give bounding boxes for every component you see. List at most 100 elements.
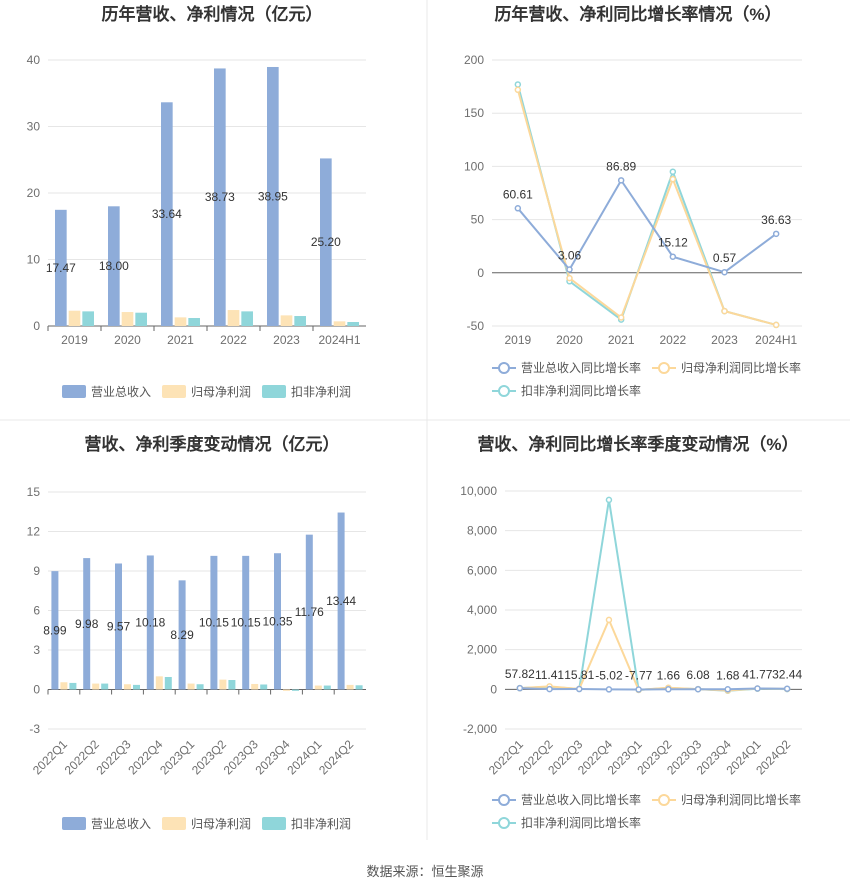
data-point bbox=[546, 685, 553, 693]
bar-net-profit bbox=[174, 317, 187, 326]
chart-title: 历年营收、净利同比增长率情况（%） bbox=[494, 4, 781, 24]
data-label: 13.44 bbox=[326, 594, 356, 608]
y-tick-label: 4,000 bbox=[467, 603, 497, 617]
data-label: 36.63 bbox=[761, 213, 791, 227]
data-label: 11.76 bbox=[295, 605, 324, 619]
data-point bbox=[514, 86, 522, 94]
legend-swatch-marker bbox=[498, 385, 510, 397]
x-tick-label: 2019 bbox=[61, 333, 88, 347]
data-label: 41.77 bbox=[742, 668, 772, 682]
data-label: 6.08 bbox=[686, 668, 710, 682]
y-tick-label: 150 bbox=[464, 106, 484, 120]
data-label: 10.35 bbox=[262, 614, 292, 628]
y-tick-label: 6 bbox=[33, 604, 40, 618]
x-tick-label: 2021 bbox=[608, 333, 635, 347]
x-tick-label: 2020 bbox=[556, 333, 583, 347]
y-tick-label: 2,000 bbox=[467, 643, 497, 657]
data-point bbox=[772, 321, 780, 329]
data-label: 10.15 bbox=[199, 616, 229, 630]
data-point bbox=[566, 266, 573, 273]
bar-deducted-profit bbox=[101, 683, 109, 690]
x-tick-label: 2019 bbox=[504, 333, 531, 347]
data-source-note: 数据来源：恒生聚源 bbox=[366, 864, 483, 879]
data-label: 11.41 bbox=[535, 668, 564, 682]
legend-label: 营业总收入同比增长率 bbox=[521, 360, 641, 375]
legend-label: 归母净利润同比增长率 bbox=[681, 792, 801, 807]
y-tick-label: 10,000 bbox=[460, 484, 497, 498]
y-tick-label: -3 bbox=[29, 722, 40, 736]
data-label: 9.98 bbox=[75, 617, 99, 631]
data-label: 32.44 bbox=[772, 668, 802, 682]
y-tick-label: 0 bbox=[477, 266, 484, 280]
bar-net-profit bbox=[314, 685, 322, 690]
data-label: 1.68 bbox=[716, 668, 740, 682]
data-point bbox=[669, 168, 677, 175]
legend-swatch bbox=[62, 817, 86, 830]
bar-net-profit bbox=[283, 689, 290, 691]
data-label: 17.47 bbox=[46, 261, 76, 275]
bar-revenue bbox=[83, 558, 91, 690]
y-tick-label: 30 bbox=[27, 120, 41, 134]
data-label: 86.89 bbox=[606, 159, 636, 173]
bar-revenue bbox=[178, 580, 186, 690]
bar-deducted-profit bbox=[241, 311, 253, 326]
bar-deducted-profit bbox=[355, 685, 363, 690]
bar-deducted-profit bbox=[347, 322, 359, 326]
data-label: 8.29 bbox=[170, 628, 194, 642]
legend-swatch bbox=[162, 817, 186, 830]
bar-deducted-profit bbox=[164, 676, 172, 690]
legend-swatch bbox=[262, 385, 286, 398]
x-tick-label: 2023 bbox=[711, 333, 738, 347]
data-label: 33.64 bbox=[152, 207, 182, 221]
y-tick-label: 100 bbox=[464, 159, 484, 173]
bar-net-profit bbox=[60, 682, 68, 690]
series-line-deducted-profit bbox=[516, 84, 777, 326]
legend-label: 扣非净利润同比增长率 bbox=[521, 815, 641, 830]
bar-revenue bbox=[55, 209, 67, 326]
y-tick-label: 0 bbox=[33, 319, 40, 333]
data-label: 60.61 bbox=[503, 187, 533, 201]
y-tick-label: 50 bbox=[471, 213, 485, 227]
bar-revenue bbox=[51, 571, 59, 690]
y-tick-label: -50 bbox=[467, 319, 485, 333]
data-point bbox=[772, 230, 780, 238]
y-tick-label: 12 bbox=[27, 525, 41, 539]
legend-label: 营业总收入同比增长率 bbox=[521, 792, 641, 807]
chart-title: 营收、净利同比增长率季度变动情况（%） bbox=[477, 434, 798, 454]
data-point bbox=[721, 268, 728, 276]
x-tick-label: 2024H1 bbox=[755, 333, 797, 347]
bar-net-profit bbox=[155, 676, 163, 690]
y-tick-label: 15 bbox=[27, 485, 41, 499]
x-tick-label: 2021 bbox=[167, 333, 194, 347]
data-label: 8.99 bbox=[43, 623, 67, 637]
y-tick-label: 9 bbox=[33, 564, 40, 578]
bar-net-profit bbox=[124, 684, 131, 690]
legend-label: 营业总收入 bbox=[91, 817, 151, 831]
bar-net-profit bbox=[251, 683, 259, 690]
y-tick-label: 8,000 bbox=[467, 524, 497, 538]
bar-deducted-profit bbox=[132, 684, 140, 690]
bar-deducted-profit bbox=[323, 685, 331, 690]
data-point bbox=[605, 686, 613, 693]
bar-net-profit bbox=[227, 310, 240, 326]
data-point bbox=[514, 81, 522, 88]
legend-label: 营业总收入 bbox=[91, 385, 151, 399]
bar-net-profit bbox=[187, 683, 195, 690]
series-line-revenue bbox=[519, 687, 788, 691]
data-point bbox=[566, 274, 573, 282]
data-point bbox=[635, 686, 642, 693]
bar-revenue bbox=[267, 66, 279, 327]
bar-net-profit bbox=[92, 683, 100, 690]
legend-swatch-marker bbox=[498, 362, 510, 374]
y-tick-label: 0 bbox=[490, 682, 497, 696]
x-tick-label: 2020 bbox=[114, 333, 141, 347]
chart-title: 历年营收、净利情况（亿元） bbox=[102, 4, 323, 24]
x-tick-label: 2024H1 bbox=[318, 333, 360, 347]
series-line-deducted-profit bbox=[519, 499, 788, 692]
data-point bbox=[724, 686, 731, 693]
y-tick-label: 6,000 bbox=[467, 563, 497, 577]
bar-net-profit bbox=[219, 679, 227, 690]
y-tick-label: 10 bbox=[27, 253, 41, 267]
